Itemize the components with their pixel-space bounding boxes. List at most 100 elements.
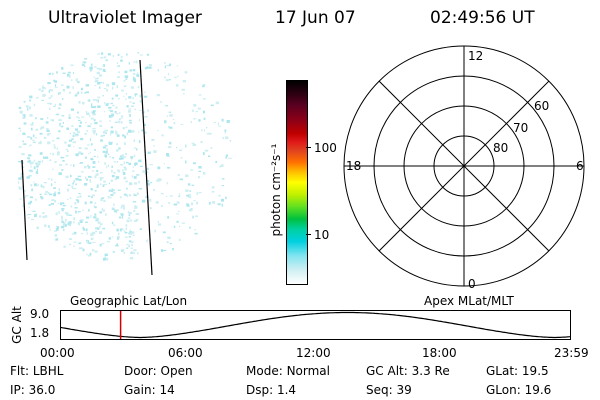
speckle (95, 231, 97, 233)
speckle (77, 222, 81, 226)
speckle (115, 106, 118, 109)
speckle (49, 193, 53, 196)
speckle (190, 208, 193, 210)
speckle (187, 195, 191, 198)
speckle (75, 78, 78, 82)
altitude-xtick-2359: 23:59 (554, 346, 589, 360)
speckle (126, 187, 128, 190)
speckle (132, 234, 135, 237)
speckle (28, 175, 32, 177)
speckle (49, 103, 52, 105)
speckle (22, 204, 25, 208)
speckle (104, 144, 106, 147)
speckle (97, 227, 100, 230)
speckle (61, 84, 64, 86)
speckle (58, 123, 61, 127)
speckle (124, 75, 129, 79)
speckle (53, 187, 56, 189)
speckle (131, 241, 134, 243)
speckle (26, 214, 28, 216)
speckle (75, 177, 79, 181)
speckle (183, 92, 185, 95)
speckle (48, 72, 52, 75)
speckle (60, 202, 64, 205)
speckle (169, 195, 173, 197)
speckle (121, 157, 124, 160)
speckle (133, 210, 136, 212)
speckle (128, 62, 130, 65)
speckle (52, 119, 54, 122)
speckle (48, 204, 51, 206)
speckle (167, 146, 172, 149)
speckle (108, 142, 113, 145)
speckle (55, 113, 60, 116)
speckle (110, 130, 114, 134)
speckle (198, 170, 201, 172)
speckle (69, 243, 72, 246)
speckle (63, 89, 65, 92)
speckle (147, 151, 151, 154)
speckle (73, 221, 75, 224)
speckle (98, 68, 102, 71)
speckle (29, 145, 31, 147)
speckle (84, 121, 87, 124)
altitude-xtick-0000: 00:00 (40, 346, 75, 360)
speckle (166, 115, 168, 118)
speckle (119, 228, 122, 232)
speckle (54, 80, 58, 83)
speckle (91, 106, 95, 109)
speckle (141, 129, 145, 132)
speckle (132, 69, 136, 72)
speckle (132, 76, 135, 78)
speckle (181, 88, 185, 91)
speckle (85, 228, 88, 232)
speckle (81, 232, 84, 235)
speckle (220, 164, 224, 167)
speckle (47, 178, 51, 180)
speckle (134, 94, 136, 97)
speckle (132, 252, 136, 254)
speckle (41, 126, 45, 129)
speckle (114, 121, 118, 123)
speckle (32, 210, 36, 212)
speckle (178, 210, 180, 212)
colorbar-tick-100 (306, 147, 311, 148)
speckle (94, 202, 97, 204)
status-gc-alt: GC Alt: 3.3 Re (366, 364, 450, 378)
speckle (33, 181, 35, 183)
speckle (105, 150, 108, 154)
speckle (93, 216, 97, 219)
speckle (53, 144, 56, 146)
speckle (125, 236, 128, 238)
speckle (105, 59, 108, 62)
altitude-ylabel: GC Alt (10, 306, 24, 344)
speckle (39, 152, 43, 155)
speckle (46, 130, 50, 132)
speckle (30, 123, 34, 126)
speckle (111, 221, 114, 225)
speckle (127, 217, 131, 219)
speckle (54, 103, 56, 107)
status-door: Door: Open (124, 364, 193, 378)
speckle (89, 115, 91, 118)
speckle (166, 182, 168, 185)
speckle (166, 65, 170, 67)
speckle (69, 238, 72, 240)
speckle (193, 162, 196, 165)
speckle (42, 89, 44, 92)
speckle (176, 213, 179, 215)
speckle (137, 74, 139, 77)
speckle (154, 229, 156, 233)
speckle (26, 136, 31, 138)
speckle (120, 206, 123, 209)
speckle (179, 149, 183, 152)
speckle (56, 226, 59, 229)
speckle (95, 99, 99, 102)
speckle (18, 106, 22, 109)
speckle (93, 66, 97, 68)
speckle (85, 84, 89, 87)
colorbar-label: photon cm⁻²s⁻¹ (269, 143, 283, 237)
speckle (85, 239, 88, 242)
speckle (61, 221, 65, 223)
speckle (18, 146, 22, 148)
